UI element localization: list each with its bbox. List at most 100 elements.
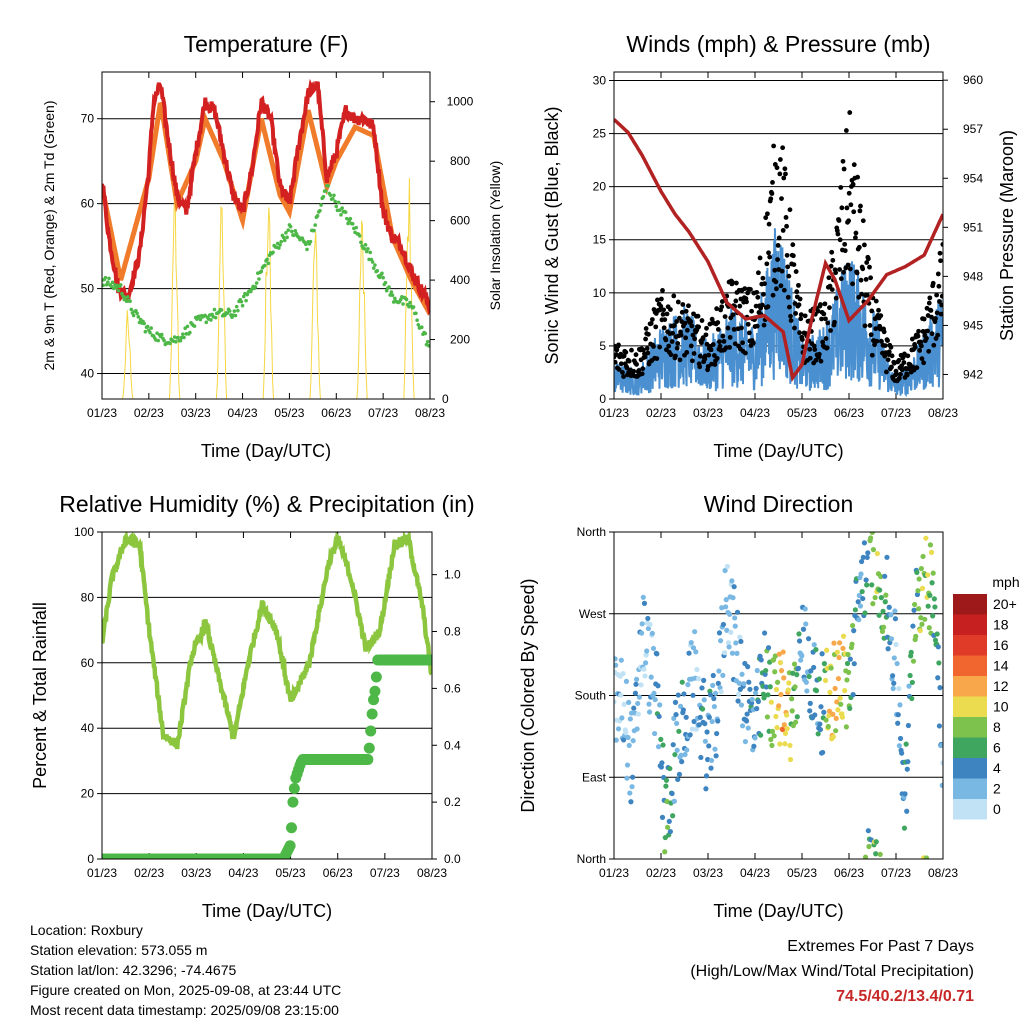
plot-frame [101,531,433,860]
wind-direction-point [696,676,702,682]
gust-point [850,181,856,187]
wind-direction-point [817,726,824,733]
wind-direction-point [645,625,652,632]
wind-direction-point [918,615,924,621]
gust-point [926,300,932,306]
wind-direction-point [927,592,933,598]
dewpoint-point [136,315,141,319]
gust-point [689,323,695,329]
gust-point [620,370,625,375]
wind-direction-point [864,554,870,561]
panel-1: Winds (mph) & Pressure (mb) Time (Day/UTC… [542,31,1017,461]
wind-direction-point [892,608,898,614]
wind-direction-point [836,654,842,661]
wind-direction-point [738,638,744,645]
wind-direction-point [656,713,662,720]
dewpoint-point [181,332,185,336]
wind-direction-point [915,588,921,594]
dewpoint-point [277,246,281,250]
wind-direction-point [633,676,640,682]
dewpoint-point [192,324,197,328]
wind-direction-point [862,854,869,859]
gust-point [666,343,672,349]
gust-point [675,341,681,346]
gust-point [937,250,943,256]
wind-direction-point [730,595,736,601]
wind-direction-point [714,730,720,737]
legend-swatch [953,614,987,635]
y-axis-label-right: Station Pressure (Maroon) [997,130,1017,341]
x-tick-label: 06/23 [323,866,353,880]
wind-direction-point [869,582,875,588]
dewpoint-point [159,332,164,337]
y-tick-label-left: 40 [81,721,95,735]
gust-point [763,215,769,221]
gust-point [931,342,937,348]
wind-direction-point [659,760,665,766]
wind-direction-point [880,608,886,614]
gust-point [904,372,910,378]
x-tick-label: 08/23 [928,406,958,420]
wind-direction-point [785,687,791,693]
latlon-text: Station lat/lon: 42.3296; -74.4675 [30,962,237,978]
wind-direction-point [705,756,711,763]
wind-direction-point [781,675,787,681]
wind-direction-point [828,665,834,671]
dewpoint-point [420,325,424,330]
wind-direction-point [891,680,897,686]
gust-point [837,237,843,243]
extremes-title: Extremes For Past 7 Days [787,938,974,955]
wind-direction-point [833,715,839,721]
rainfall-point [370,671,382,683]
wind-direction-point [904,766,910,772]
dewpoint-point [427,343,430,348]
dewpoint-point [266,261,271,266]
wind-direction-point [666,818,672,824]
wind-direction-point [630,774,636,780]
wind-direction-point [840,633,847,639]
gust-point [653,324,659,330]
y-tick-label-right: 954 [963,171,983,185]
gust-point [843,128,849,133]
dewpoint-point [212,307,217,312]
wind-direction-point [925,603,931,609]
y-tick-label-left: 10 [593,286,607,300]
wind-direction-point [897,735,904,742]
wind-direction-point [892,616,899,622]
wind-direction-point [895,712,901,718]
gust-point [847,110,853,115]
legend-level-label: 14 [993,658,1009,674]
wind-direction-point [882,599,888,605]
gust-point [886,349,892,355]
dewpoint-point [118,283,123,287]
wind-direction-point [712,746,718,752]
wind-direction-point [879,628,886,634]
gust-point [863,277,869,282]
wind-direction-point [711,703,717,710]
panel-3: Wind Direction Time (Day/UTC) Direction (C… [518,491,958,921]
wind-direction-point [627,790,633,796]
dewpoint-point [415,318,419,323]
gust-point [688,343,694,349]
wind-direction-point [935,675,941,681]
wind-direction-point [646,701,652,707]
gust-point [654,356,660,362]
gust-point [930,280,936,286]
gust-point [854,270,860,276]
gust-point [765,304,771,310]
dewpoint-point [233,313,238,318]
gust-point [725,325,731,331]
wind-direction-point [857,603,864,609]
wind-direction-point [931,596,937,602]
wind-direction-point [870,601,876,607]
wind-direction-point [850,692,856,698]
wind-direction-point [764,714,771,720]
wind-direction-point [906,683,912,689]
wind-direction-point [614,737,619,743]
gust-point [705,364,711,369]
dewpoint-point [390,293,395,298]
wind-direction-point [765,692,771,698]
gust-point [727,334,733,340]
wind-direction-point [940,760,943,766]
dewpoint-point [245,292,250,297]
